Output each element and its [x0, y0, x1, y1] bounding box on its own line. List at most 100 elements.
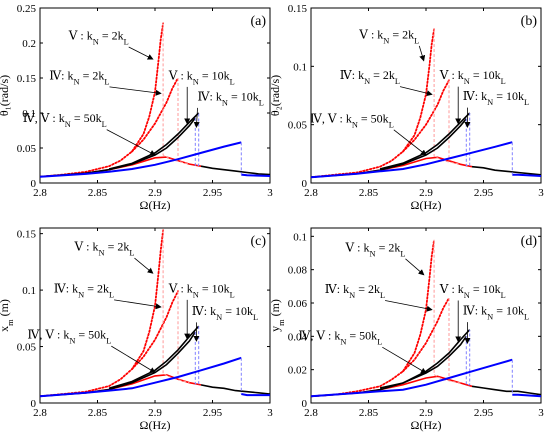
panel-label: (b) [521, 14, 538, 29]
annotation-4: Ⅳ, Ⅴ : kN = 50kL [27, 328, 111, 346]
series-line-7 [200, 165, 270, 176]
x-axis-label: Ω(Hz) [140, 198, 171, 212]
panel-label: (d) [521, 234, 538, 249]
y-axis-label: xm (m) [0, 299, 15, 332]
annotation-2: Ⅴ : kN = 10kL [439, 282, 506, 300]
y-tick-label: 0.05 [17, 342, 37, 354]
annotation-1: Ⅳ: kN = 2kL [54, 281, 114, 299]
y-axis-label: ym (m) [268, 299, 286, 332]
annotation-arrow [385, 300, 433, 312]
y-tick-label: 0 [302, 178, 308, 190]
annotation-arrow [111, 345, 156, 374]
series-line-9 [40, 356, 242, 398]
x-tick-label: 2.9 [148, 407, 162, 419]
y-tick-label: 0 [31, 398, 37, 410]
series-group [40, 22, 270, 178]
annotation-1: Ⅳ: kN = 2kL [340, 68, 400, 86]
series-line-0 [311, 28, 435, 179]
series-line-5 [311, 335, 467, 398]
annotation-arrow [418, 45, 426, 62]
x-tick-label: 3 [538, 407, 544, 419]
series-line-9 [40, 141, 242, 178]
annotation-3: Ⅳ: kN = 10kL [463, 89, 529, 107]
panel-label: (a) [250, 14, 266, 29]
annotation-arrow [405, 258, 425, 276]
y-tick-label: 0.04 [288, 331, 308, 343]
y-tick-label: 0.2 [22, 38, 36, 50]
series-line-8 [194, 113, 200, 166]
x-tick-label: 2.95 [474, 187, 494, 199]
y-tick-label: 0.1 [293, 231, 307, 243]
y-tick-label: 0 [302, 398, 308, 410]
x-tick-label: 2.85 [88, 407, 108, 419]
annotation-0: Ⅴ : kN = 2kL [345, 240, 406, 257]
annotation-1: Ⅳ: kN = 2kL [325, 282, 385, 300]
series-line-9 [311, 141, 513, 179]
x-tick-label: 2.95 [474, 407, 494, 419]
series-line-3 [433, 29, 461, 165]
series-line-0 [311, 238, 435, 398]
y-tick-label: 0.15 [17, 229, 37, 241]
series-line-1 [402, 297, 450, 373]
annotation-3: Ⅳ: kN = 10kL [463, 304, 529, 322]
annotation-arrow [382, 346, 427, 374]
annotation-4: Ⅳ, Ⅴ : kN = 50kL [310, 111, 394, 129]
chart-panel-d: 2.8 2.85 2.9 2.95 3 0 0.02 0.04 0.06 0.08 0.1 Ω(Hz)… [268, 227, 544, 432]
y-tick-label: 0.1 [22, 285, 36, 297]
annotation-arrow [399, 86, 433, 97]
chart-panel-c: 2.8 2.85 2.9 2.95 3 0 0.05 0.1 0.15 Ω(Hz) xm (m) (c… [0, 227, 273, 432]
series-line-1 [131, 290, 179, 370]
y-tick-label: 0.25 [17, 3, 37, 15]
y-tick-label: 0.1 [293, 61, 307, 73]
x-tick-label: 2.95 [203, 187, 223, 199]
series-line-9 [311, 358, 513, 398]
series-line-3 [162, 23, 190, 165]
annotation-arrow [193, 107, 200, 128]
annotation-4: Ⅳ, Ⅴ : kN = 50kL [23, 111, 107, 129]
x-tick-label: 2.85 [88, 187, 108, 199]
series-line-7 [471, 165, 541, 176]
annotation-arrow [109, 86, 162, 96]
series-line-10 [241, 393, 270, 397]
series-line-10 [241, 173, 270, 177]
x-tick-label: 3 [267, 407, 273, 419]
annotation-2: Ⅴ : kN = 10kL [168, 281, 235, 299]
x-tick-label: 2.9 [148, 187, 162, 199]
series-line-3 [433, 239, 461, 384]
y-tick-label: 0.05 [17, 143, 37, 155]
y-axis-label: θ₁(rad/s) [0, 75, 11, 116]
series-line-3 [162, 230, 190, 384]
series-line-1 [402, 79, 450, 153]
y-tick-label: 0 [31, 178, 37, 190]
x-tick-label: 2.85 [359, 187, 379, 199]
x-tick-label: 2.8 [304, 407, 318, 419]
x-tick-label: 2.8 [33, 187, 47, 199]
x-axis-label: Ω(Hz) [411, 418, 442, 432]
annotation-4: Ⅳ, Ⅴ : kN = 50kL [298, 329, 382, 347]
series-line-10 [512, 393, 541, 398]
y-tick-label: 0.1 [22, 108, 36, 120]
y-axis-label: θ₂(rad/s) [268, 75, 282, 116]
series-line-8 [465, 113, 471, 166]
annotation-3: Ⅳ: kN = 10kL [198, 89, 264, 107]
series-line-5 [40, 117, 196, 178]
x-tick-label: 2.9 [419, 187, 433, 199]
x-axis-label: Ω(Hz) [140, 418, 171, 432]
series-line-1 [131, 77, 179, 153]
annotation-3: Ⅳ: kN = 10kL [192, 304, 258, 322]
series-line-7 [471, 385, 541, 396]
series-line-8 [194, 326, 200, 385]
x-tick-label: 3 [267, 187, 273, 199]
annotation-0: Ⅴ : kN = 2kL [68, 29, 129, 47]
x-tick-label: 2.95 [203, 407, 223, 419]
annotation-arrow [114, 299, 162, 310]
series-line-0 [40, 22, 164, 178]
series-line-7 [200, 384, 270, 395]
annotation-0: Ⅴ : kN = 2kL [74, 240, 135, 257]
series-line-6 [108, 325, 200, 390]
x-tick-label: 2.9 [419, 407, 433, 419]
annotation-1: Ⅳ: kN = 2kL [49, 68, 109, 86]
x-tick-label: 3 [538, 187, 544, 199]
annotation-2: Ⅴ : kN = 10kL [168, 68, 235, 86]
